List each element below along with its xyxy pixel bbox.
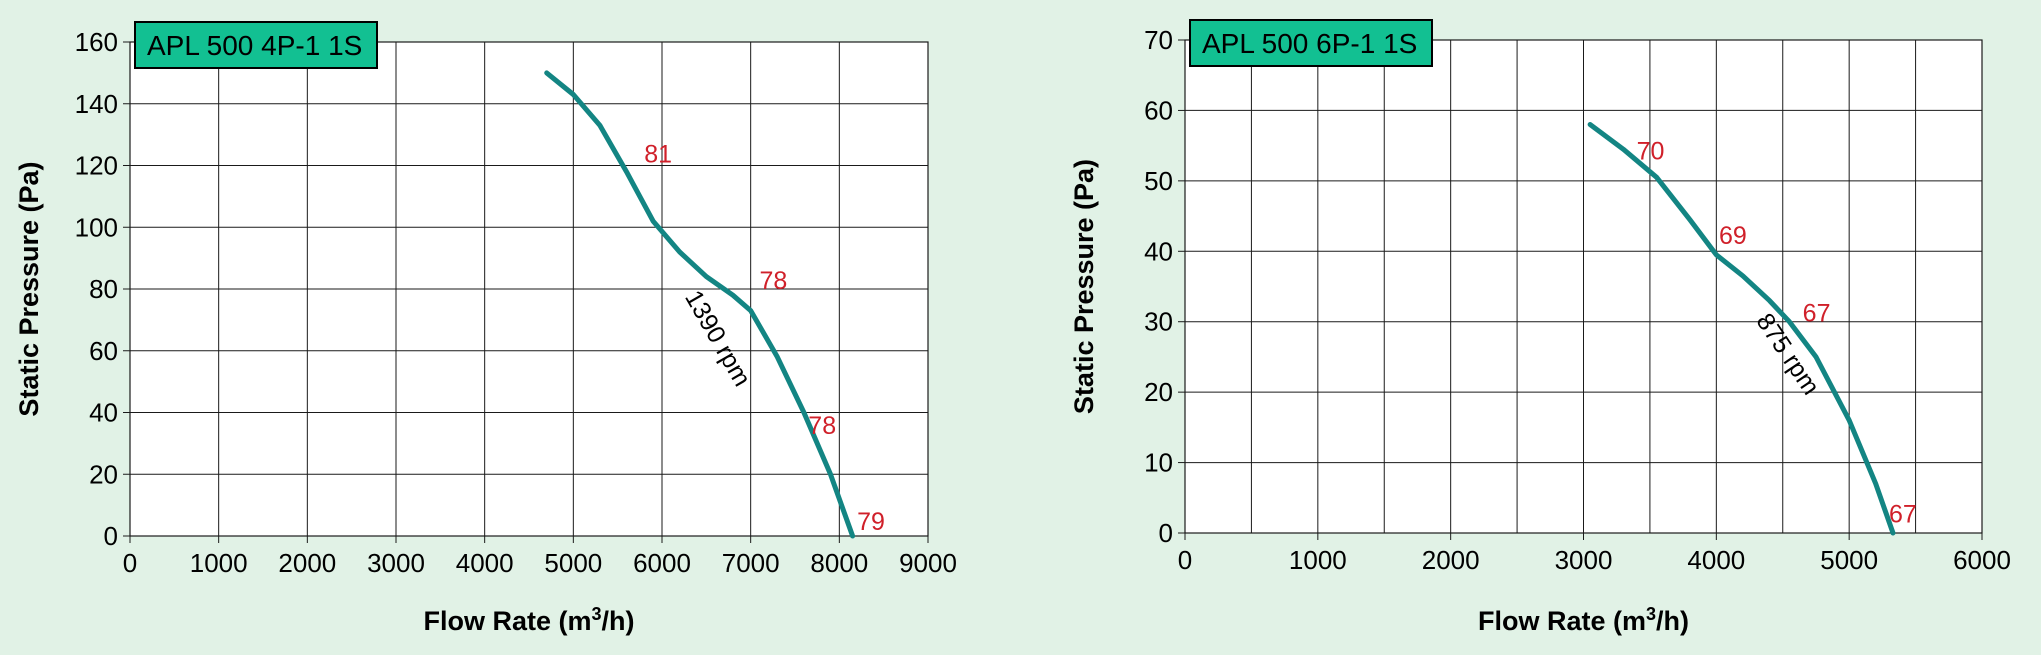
chart-title-box: APL 500 4P-1 1S	[134, 21, 378, 69]
x-tick-label: 9000	[899, 548, 957, 578]
x-tick-label: 8000	[810, 548, 868, 578]
chart-2: 0 1000 2000 3000 4000 5000 6000 0 10 20 30 40 50 60 70…	[1069, 19, 2011, 636]
x-tick-label: 5000	[544, 548, 602, 578]
x-tick-label: 0	[1178, 545, 1192, 575]
curve-annotation: 69	[1719, 222, 1747, 250]
curve-annotation: 78	[760, 267, 788, 295]
y-tick-label: 20	[1144, 377, 1173, 407]
x-tick-label: 1000	[190, 548, 248, 578]
y-tick-label: 40	[89, 398, 118, 428]
y-tick-label: 160	[75, 27, 118, 57]
y-tick-label: 10	[1144, 448, 1173, 478]
y-axis-title: Static Pressure (Pa)	[1069, 159, 1099, 414]
curve-annotation: 81	[644, 140, 672, 168]
x-tick-label: 3000	[367, 548, 425, 578]
curve-annotation: 67	[1889, 500, 1917, 528]
x-tick-label: 3000	[1555, 545, 1613, 575]
x-tick-label: 4000	[456, 548, 514, 578]
y-tick-label: 60	[89, 336, 118, 366]
title-box-background	[1189, 19, 1433, 67]
curve-annotation: 67	[1803, 300, 1831, 328]
chart-1: 0 1000 2000 3000 4000 5000 6000 7000 8000 9000 0 20…	[14, 21, 957, 636]
chart-title-box: APL 500 6P-1 1S	[1189, 19, 1433, 67]
curve-annotation: 70	[1637, 138, 1665, 166]
x-tick-label: 2000	[1422, 545, 1480, 575]
y-tick-label: 120	[75, 151, 118, 181]
y-tick-label: 30	[1144, 307, 1173, 337]
y-tick-label: 80	[89, 274, 118, 304]
x-tick-label: 2000	[278, 548, 336, 578]
x-tick-label: 4000	[1687, 545, 1745, 575]
y-tick-label: 50	[1144, 166, 1173, 196]
y-tick-label: 20	[89, 459, 118, 489]
x-tick-label: 6000	[1953, 545, 2011, 575]
y-tick-label: 70	[1144, 25, 1173, 55]
chart-title: APL 500 6P-1 1S	[1202, 28, 1417, 59]
x-axis-title: Flow Rate (m3/h)	[423, 604, 634, 636]
x-tick-label: 5000	[1820, 545, 1878, 575]
fan-curve-line	[544, 70, 856, 539]
y-axis-title: Static Pressure (Pa)	[14, 161, 44, 416]
y-tick-label: 40	[1144, 236, 1173, 266]
x-tick-label: 7000	[722, 548, 780, 578]
curve-annotation: 78	[808, 412, 836, 440]
y-tick-label: 60	[1144, 95, 1173, 125]
x-tick-label: 1000	[1289, 545, 1347, 575]
chart-title: APL 500 4P-1 1S	[147, 30, 362, 61]
curve-annotation: 79	[857, 508, 885, 536]
y-tick-label: 0	[1159, 518, 1173, 548]
title-box-background	[134, 21, 378, 69]
x-tick-label: 0	[123, 548, 137, 578]
x-tick-label: 6000	[633, 548, 691, 578]
fan-curve-line	[1587, 122, 1896, 536]
y-tick-label: 140	[75, 89, 118, 119]
x-axis-title: Flow Rate (m3/h)	[1478, 604, 1689, 636]
y-tick-label: 100	[75, 212, 118, 242]
y-tick-label: 0	[104, 521, 118, 551]
